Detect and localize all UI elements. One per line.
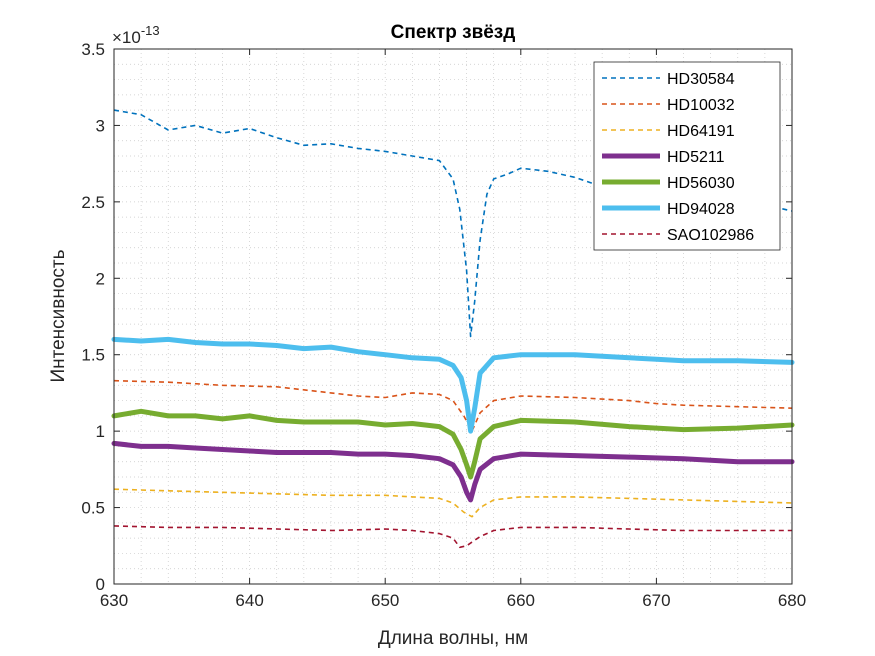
y-tick-label: 2 [96, 269, 105, 288]
y-tick-label: 0 [96, 575, 105, 594]
series-line-hd10032 [113, 379, 793, 432]
x-axis-label: Длина волны, нм [378, 628, 528, 649]
legend-label-hd30584: HD30584 [667, 71, 735, 88]
y-multiplier-exponent: -13 [141, 23, 160, 38]
legend-label-hd64191: HD64191 [667, 123, 735, 140]
x-tick-label: 640 [235, 591, 263, 610]
plot-area-border [113, 48, 793, 585]
series-line-hd94028 [111, 336, 795, 434]
legend-label-hd5211: HD5211 [667, 149, 725, 166]
x-tick-label: 660 [507, 591, 535, 610]
y-tick-label: 3 [96, 116, 105, 135]
series-line-hd5211 [111, 440, 795, 503]
legend-label-hd94028: HD94028 [667, 201, 735, 218]
y-axis-multiplier: ×10-13 [112, 23, 160, 47]
series-line-sao102986 [113, 525, 792, 549]
y-tick-label: 0.5 [81, 499, 105, 518]
y-tick-label: 1.5 [81, 346, 105, 365]
y-tick-label: 3.5 [81, 40, 105, 59]
x-tick-label: 670 [642, 591, 670, 610]
x-tick-label: 680 [778, 591, 806, 610]
x-axis-ticks: 630 640 650 660 670 680 [100, 49, 806, 610]
y-tick-label: 1 [96, 422, 105, 441]
y-axis-ticks: 0 0.5 1 1.5 2 2.5 3 3.5 [81, 40, 792, 594]
chart-title: Спектр звёзд [391, 22, 516, 43]
y-multiplier-base: ×10 [112, 28, 141, 47]
series-line-hd30584 [113, 109, 793, 338]
x-tick-label: 650 [371, 591, 399, 610]
series-lines [111, 109, 795, 549]
series-line-hd64191 [113, 488, 793, 518]
y-axis-label: Интенсивность [48, 249, 69, 382]
legend-label-hd56030: HD56030 [667, 175, 735, 192]
series-line-hd56030 [111, 408, 795, 480]
legend: HD30584 HD10032 HD64191 HD5211 HD56030 HD9402… [593, 61, 781, 251]
legend-label-sao102986: SAO102986 [667, 227, 754, 244]
y-tick-label: 2.5 [81, 193, 105, 212]
legend-label-hd10032: HD10032 [667, 97, 735, 114]
x-tick-label: 630 [100, 591, 128, 610]
